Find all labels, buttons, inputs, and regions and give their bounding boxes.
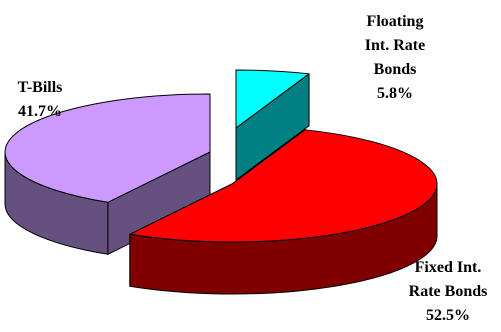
fixed-label-pct: 52.5% [426,307,470,324]
slice-label-tbills: T-Bills 41.7% [0,76,80,124]
tbills-label-pct: 41.7% [18,103,62,120]
slice-label-floating: Floating Int. Rate Bonds 5.8% [330,10,460,106]
slice-tbills-top [4,93,211,203]
fixed-label-line-1: Fixed Int. [414,259,482,276]
floating-label-line-3: Bonds [373,61,417,78]
floating-label-pct: 5.8% [377,85,413,102]
tbills-label-line-1: T-Bills [17,79,63,96]
slice-floating-top [235,69,310,129]
floating-label-line-2: Int. Rate [364,37,426,54]
fixed-label-line-2: Rate Bonds [408,283,488,300]
slice-fixed-top [129,129,438,243]
floating-label-line-1: Floating [366,13,424,30]
slice-label-fixed: Fixed Int. Rate Bonds 52.5% [396,256,500,328]
